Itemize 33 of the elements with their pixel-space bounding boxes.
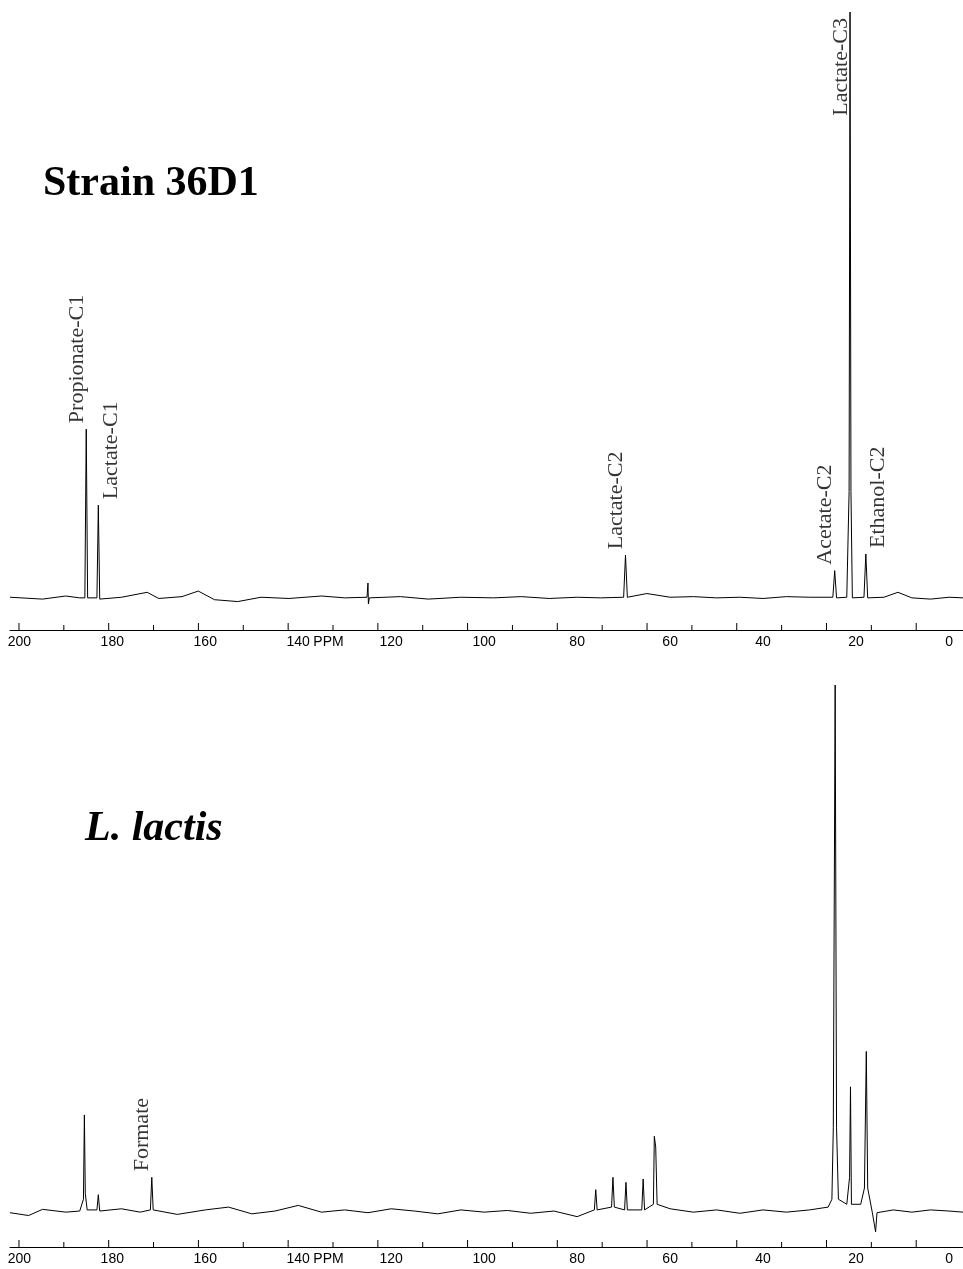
- x-tick-label: 160: [193, 633, 218, 649]
- x-tick-label: 0: [945, 1250, 954, 1266]
- annotation: Lactate-C3: [826, 18, 852, 116]
- annotation: Ethanol-C2: [864, 446, 890, 548]
- x-tick-label: 40: [755, 633, 772, 649]
- annotation: Lactate-C2: [602, 451, 627, 550]
- x-tick-label: 120: [379, 633, 404, 649]
- x-tick-label: 0: [945, 633, 954, 649]
- x-tick-label: 20: [848, 1250, 865, 1266]
- x-tick-label: 100: [472, 633, 497, 649]
- x-tick-label: 80: [569, 633, 586, 649]
- text: Strain 36D1: [43, 158, 259, 204]
- x-axis-title: PPM: [313, 1250, 344, 1266]
- x-tick-label: 140: [286, 1250, 311, 1266]
- x-tick-label: 160: [193, 1250, 218, 1266]
- annotation: Propionate-C1: [62, 294, 88, 424]
- x-tick-label: 120: [379, 1250, 404, 1266]
- x-tick-label: 40: [755, 1250, 772, 1266]
- annotation: Formate: [128, 1097, 154, 1172]
- x-tick-label: 180: [100, 1250, 125, 1266]
- text: L. lactis: [84, 803, 223, 849]
- x-tick-label: 200: [7, 1250, 32, 1266]
- x-axis-title: PPM: [313, 633, 344, 649]
- x-tick-label: 20: [848, 633, 865, 649]
- annotation: Lactate-C1: [96, 401, 122, 500]
- annotation: Acetate-C2: [811, 464, 837, 565]
- x-tick-label: 180: [100, 633, 125, 649]
- x-tick-label: 60: [662, 1250, 679, 1266]
- x-tick-label: 100: [472, 1250, 497, 1266]
- x-tick-label: 60: [662, 633, 679, 649]
- x-tick-label: 140: [286, 633, 311, 649]
- x-tick-label: 80: [569, 1250, 586, 1266]
- x-tick-label: 200: [7, 633, 32, 649]
